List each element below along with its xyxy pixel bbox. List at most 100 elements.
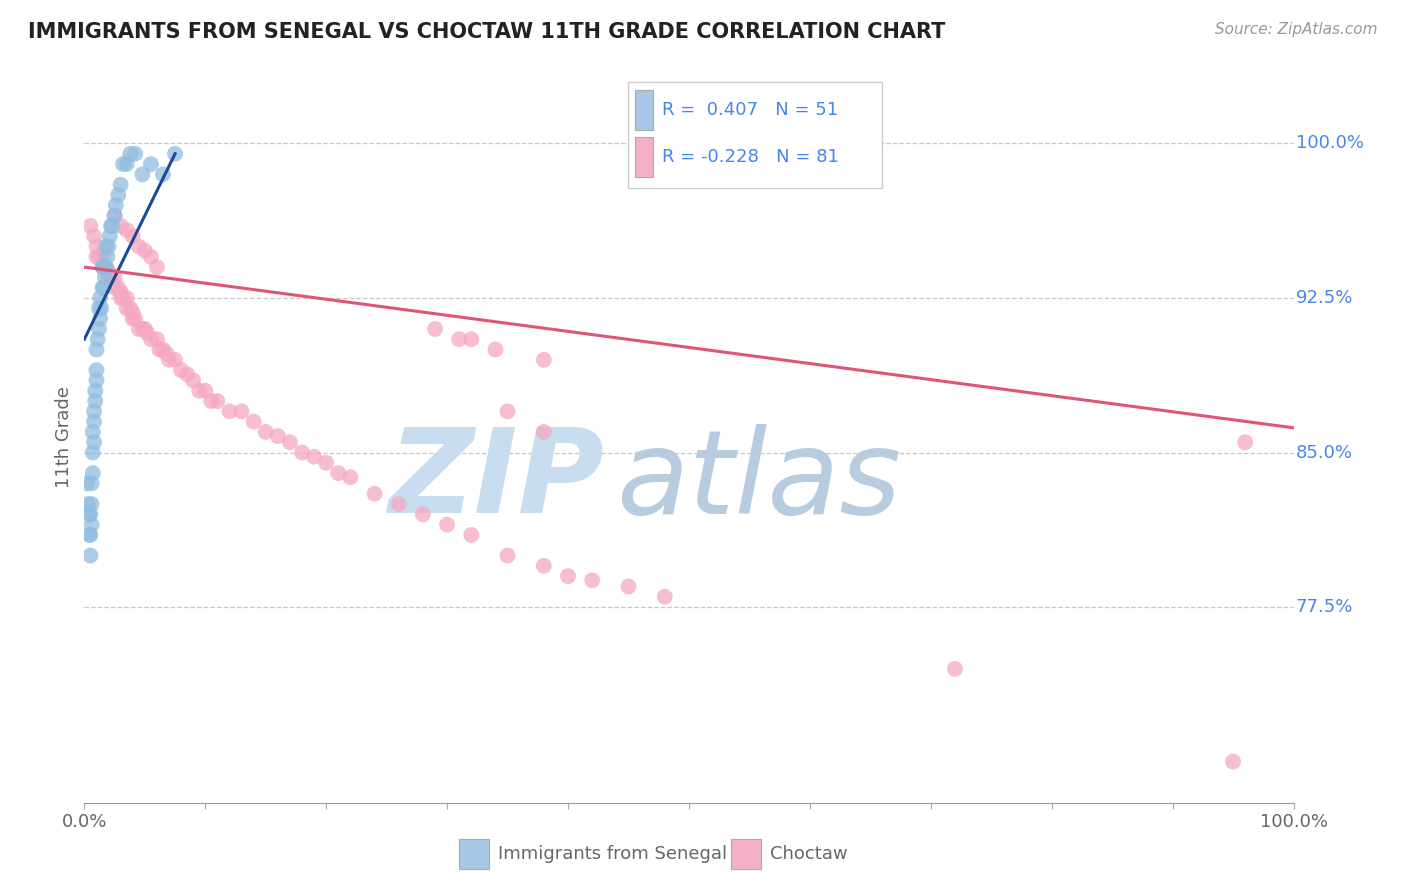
FancyBboxPatch shape <box>634 90 652 130</box>
Point <box>115 157 138 171</box>
Point <box>104 270 127 285</box>
Point <box>83 404 105 418</box>
Point <box>91 281 114 295</box>
Point <box>139 332 162 346</box>
Point <box>207 394 229 409</box>
Point <box>484 343 506 357</box>
Point <box>388 497 411 511</box>
Point <box>412 508 434 522</box>
Point <box>278 435 301 450</box>
Point <box>100 270 122 285</box>
Point <box>112 291 135 305</box>
Point <box>328 466 350 480</box>
Point <box>170 363 193 377</box>
Point <box>176 368 198 382</box>
Point <box>200 394 222 409</box>
Text: R = -0.228   N = 81: R = -0.228 N = 81 <box>662 148 869 166</box>
Point <box>107 281 129 295</box>
Y-axis label: 11th Grade: 11th Grade <box>55 386 73 488</box>
Point <box>115 291 138 305</box>
Point <box>139 157 162 171</box>
Point <box>96 250 118 264</box>
Point <box>87 250 110 264</box>
Text: 100.0%: 100.0% <box>1296 135 1364 153</box>
Point <box>131 167 153 181</box>
Point <box>86 239 108 253</box>
Point <box>139 250 162 264</box>
Point <box>77 497 100 511</box>
Point <box>110 285 132 299</box>
Point <box>1222 755 1244 769</box>
Point <box>86 250 108 264</box>
Point <box>581 574 603 588</box>
Point <box>93 281 115 295</box>
Point <box>110 291 132 305</box>
Point <box>128 322 150 336</box>
Point <box>77 528 100 542</box>
Text: R = -0.228   N = 81: R = -0.228 N = 81 <box>662 148 839 166</box>
Point <box>98 229 121 244</box>
Point <box>533 425 555 439</box>
Point <box>110 178 132 192</box>
Point <box>136 326 159 340</box>
Point <box>165 352 187 367</box>
Point <box>188 384 211 398</box>
Point <box>121 311 143 326</box>
Point <box>146 260 169 274</box>
Point <box>152 343 174 357</box>
Point <box>181 373 204 387</box>
Point <box>231 404 253 418</box>
Text: 92.5%: 92.5% <box>1296 289 1354 307</box>
Point <box>165 146 187 161</box>
Point <box>77 508 100 522</box>
Point <box>104 209 127 223</box>
FancyBboxPatch shape <box>731 839 762 869</box>
Point <box>194 384 217 398</box>
Point <box>291 445 314 459</box>
Point <box>1234 435 1257 450</box>
Point <box>87 301 110 316</box>
Point <box>134 244 156 258</box>
Point <box>134 322 156 336</box>
Point <box>89 311 111 326</box>
Text: 85.0%: 85.0% <box>1296 443 1353 461</box>
Point <box>82 445 104 459</box>
Point <box>449 332 471 346</box>
Point <box>94 260 117 274</box>
Point <box>86 343 108 357</box>
Text: ZIP: ZIP <box>388 424 605 539</box>
Point <box>496 549 519 563</box>
Point <box>94 270 117 285</box>
Point <box>83 435 105 450</box>
Point <box>79 549 101 563</box>
Point <box>80 476 103 491</box>
Point <box>79 508 101 522</box>
Point <box>146 332 169 346</box>
Point <box>460 332 482 346</box>
Point <box>436 517 458 532</box>
Point <box>86 373 108 387</box>
Point <box>83 229 105 244</box>
Point <box>152 167 174 181</box>
Point <box>339 470 361 484</box>
Point <box>97 239 120 253</box>
Point <box>617 579 640 593</box>
Point <box>91 250 114 264</box>
Text: atlas: atlas <box>616 424 901 538</box>
Text: R =  0.407   N = 51: R = 0.407 N = 51 <box>662 101 869 119</box>
Point <box>83 415 105 429</box>
Point <box>86 332 108 346</box>
Point <box>315 456 337 470</box>
Point <box>76 476 98 491</box>
Point <box>107 188 129 202</box>
Point <box>533 352 555 367</box>
Point <box>423 322 446 336</box>
Point <box>86 363 108 377</box>
Point <box>124 146 146 161</box>
Point <box>131 322 153 336</box>
FancyBboxPatch shape <box>460 839 489 869</box>
Point <box>110 219 132 233</box>
Point <box>120 301 142 316</box>
Point <box>91 260 114 274</box>
Point <box>115 301 138 316</box>
